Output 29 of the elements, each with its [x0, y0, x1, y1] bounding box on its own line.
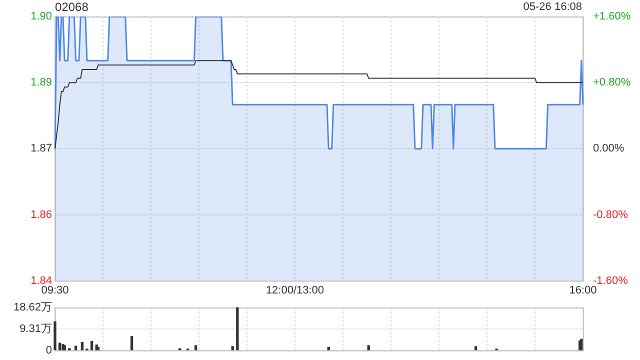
bar: [236, 307, 239, 350]
y-tick-label: 1.90: [30, 10, 52, 23]
bar: [54, 321, 56, 350]
y2-tick-label: -1.60%: [593, 274, 628, 287]
y2-tick-label: +1.60%: [593, 10, 631, 23]
bar: [474, 346, 478, 350]
bar: [367, 345, 370, 350]
bar: [80, 342, 84, 350]
x-tick-label: 12:00/13:00: [266, 284, 324, 296]
y2-tick-label: +0.80%: [593, 76, 631, 89]
bar: [74, 346, 78, 350]
x-tick-label: 16:00: [569, 284, 597, 296]
bar: [130, 336, 134, 350]
y2-tick-label: -0.80%: [593, 208, 628, 221]
bar: [231, 346, 234, 350]
bar: [194, 345, 198, 350]
y-tick-label: 1.86: [30, 208, 52, 221]
chart-subtitle: 05-26 16:08: [523, 1, 582, 13]
y-tick-label: 9.31万: [20, 323, 52, 336]
bar: [58, 342, 62, 350]
y-tick-label: 1.89: [30, 76, 52, 89]
bar: [90, 340, 94, 350]
y-tick-label: 18.62万: [13, 302, 52, 314]
y-tick-label: 0: [46, 344, 52, 356]
y-tick-label: 1.87: [30, 142, 52, 155]
y2-tick-label: 0.00%: [593, 142, 624, 155]
y-tick-label: 1.84: [30, 274, 52, 287]
x-tick-label: 09:30: [41, 284, 69, 296]
chart-title: 02068: [55, 0, 88, 14]
